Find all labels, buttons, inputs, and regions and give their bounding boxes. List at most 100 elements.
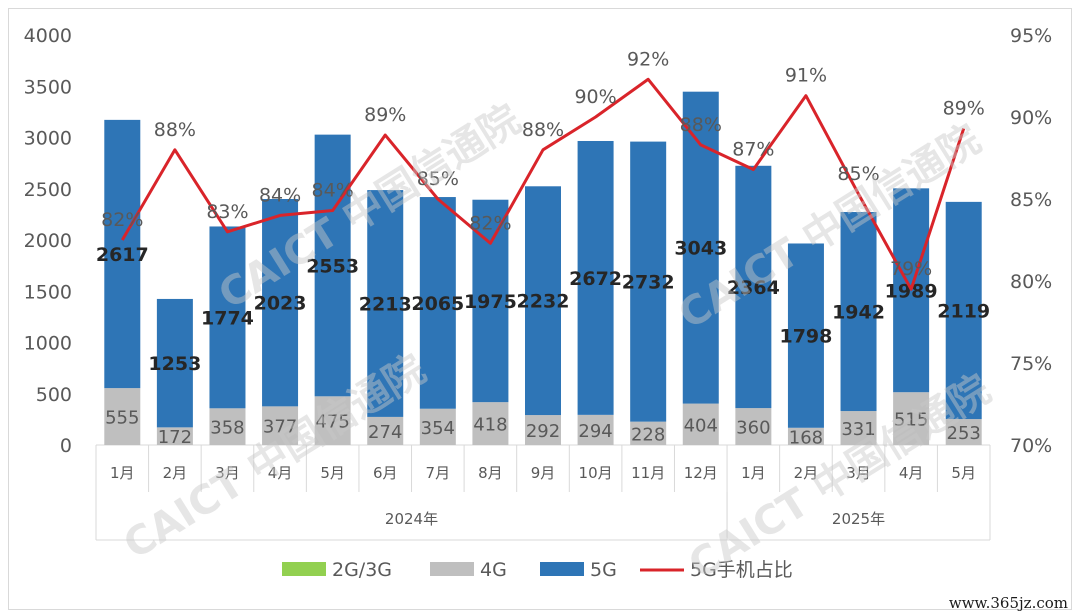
bar-4g — [262, 406, 299, 445]
bar-4g — [156, 427, 193, 445]
y-left-tick-label: 1000 — [24, 333, 72, 355]
bar-4g-value-label: 172 — [158, 427, 192, 448]
y-left-tick-label: 0 — [60, 435, 72, 457]
y-right-tick-label: 95% — [1010, 25, 1052, 47]
legend-label: 5G — [590, 559, 617, 581]
bar-4g-value-label: 228 — [631, 424, 665, 445]
x-tick-label: 6月 — [373, 464, 398, 482]
bar-5g-value-label: 1798 — [779, 326, 832, 348]
share-value-label: 91% — [785, 65, 827, 87]
x-tick-label: 1月 — [110, 464, 135, 482]
x-tick-label: 1月 — [741, 464, 766, 482]
x-tick-label: 12月 — [684, 464, 718, 482]
x-tick-label: 5月 — [320, 464, 345, 482]
x-tick-label: 3月 — [846, 464, 871, 482]
share-value-label: 88% — [680, 114, 722, 136]
y-right-tick-label: 80% — [1010, 271, 1052, 293]
x-tick-label: 4月 — [899, 464, 924, 482]
bar-4g-value-label: 404 — [684, 415, 718, 436]
legend-label: 5G手机占比 — [690, 559, 793, 581]
y-left-tick-label: 500 — [36, 384, 72, 406]
y-left-tick-label: 2500 — [24, 179, 72, 201]
bar-4g — [104, 388, 141, 445]
y-right-tick-label: 90% — [1010, 107, 1052, 129]
bar-5g — [787, 243, 824, 428]
bar-5g-value-label: 1975 — [464, 291, 517, 313]
bar-5g-value-label: 2119 — [937, 300, 990, 322]
y-left-tick-label: 3500 — [24, 76, 72, 98]
bar-4g — [893, 392, 930, 445]
bar-5g — [156, 298, 193, 428]
bar-5g — [525, 186, 561, 416]
x-tick-label: 5月 — [951, 464, 976, 482]
bar-5g-value-label: 2553 — [306, 255, 359, 277]
bar-4g — [840, 411, 877, 445]
y-left-tick-label: 1500 — [24, 281, 72, 303]
y-left-tick-label: 2000 — [24, 230, 72, 252]
bar-5g — [630, 141, 667, 422]
x-tick-label: 7月 — [426, 464, 451, 482]
bar-4g-value-label: 294 — [578, 421, 612, 442]
bar-4g — [787, 427, 824, 445]
bar-4g — [735, 408, 772, 445]
bar-5g-value-label: 3043 — [674, 238, 727, 260]
bar-5g — [419, 197, 456, 409]
share-value-label: 83% — [206, 201, 248, 223]
bar-5g — [945, 201, 982, 420]
share-value-label: 89% — [364, 104, 406, 126]
bar-4g — [367, 416, 404, 445]
x-tick-label: 3月 — [215, 464, 240, 482]
bar-4g-value-label: 354 — [421, 418, 455, 439]
bar-5g-value-label: 1253 — [148, 353, 201, 375]
bar-4g — [630, 421, 667, 445]
bar-4g-value-label: 360 — [736, 418, 770, 439]
bar-4g — [682, 403, 719, 445]
bar-4g-value-label: 358 — [210, 418, 244, 439]
bar-5g — [840, 212, 877, 412]
group-label: 2025年 — [832, 510, 885, 528]
bar-4g — [525, 415, 561, 445]
x-tick-label: 10月 — [579, 464, 613, 482]
bar-4g-value-label: 475 — [315, 412, 349, 433]
bar-4g — [472, 402, 509, 445]
bar-4g-value-label: 253 — [947, 423, 981, 444]
x-tick-label: 9月 — [531, 464, 556, 482]
y-left-tick-label: 3000 — [24, 128, 72, 150]
bar-5g-value-label: 2065 — [411, 293, 464, 315]
x-tick-label: 2月 — [163, 464, 188, 482]
bar-5g — [314, 134, 351, 397]
bar-5g-value-label: 1942 — [832, 302, 885, 324]
share-value-label: 88% — [522, 119, 564, 141]
bar-4g-value-label: 555 — [105, 408, 139, 429]
bar-5g — [367, 190, 404, 417]
bar-5g — [577, 140, 614, 415]
bar-4g-value-label: 377 — [263, 417, 297, 438]
bar-5g-value-label: 2364 — [727, 277, 780, 299]
x-tick-label: 4月 — [268, 464, 293, 482]
bar-5g-value-label: 2213 — [359, 293, 412, 315]
legend-swatch — [540, 562, 584, 576]
bar-4g-value-label: 292 — [526, 421, 560, 442]
bar-5g — [262, 199, 299, 407]
bar-4g-value-label: 274 — [368, 422, 402, 443]
y-right-tick-label: 85% — [1010, 189, 1052, 211]
bar-4g-value-label: 418 — [473, 415, 507, 436]
bar-5g-value-label: 2672 — [569, 268, 622, 290]
share-value-label: 85% — [837, 163, 879, 185]
site-label: www.365jz.com — [948, 594, 1068, 612]
bar-5g — [104, 119, 141, 389]
bar-5g-value-label: 2732 — [622, 272, 675, 294]
share-value-label: 89% — [943, 97, 985, 119]
bar-4g — [209, 408, 246, 445]
bar-4g-value-label: 331 — [841, 419, 875, 440]
bar-4g — [314, 396, 351, 445]
legend-swatch — [282, 562, 326, 576]
share-value-label: 90% — [574, 86, 616, 108]
bar-4g-value-label: 168 — [789, 427, 823, 448]
bar-4g — [577, 414, 614, 445]
y-left-tick-label: 4000 — [24, 25, 72, 47]
legend-label: 4G — [480, 559, 507, 581]
share-value-label: 92% — [627, 48, 669, 70]
bar-4g — [419, 408, 456, 445]
